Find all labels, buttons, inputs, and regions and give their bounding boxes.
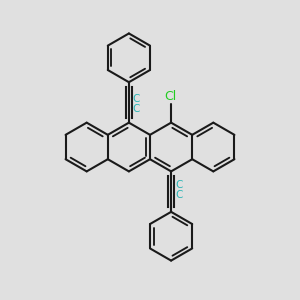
Text: C: C bbox=[175, 180, 182, 190]
Text: C: C bbox=[133, 94, 140, 103]
Text: Cl: Cl bbox=[165, 90, 177, 103]
Text: C: C bbox=[133, 104, 140, 114]
Text: C: C bbox=[175, 190, 182, 200]
